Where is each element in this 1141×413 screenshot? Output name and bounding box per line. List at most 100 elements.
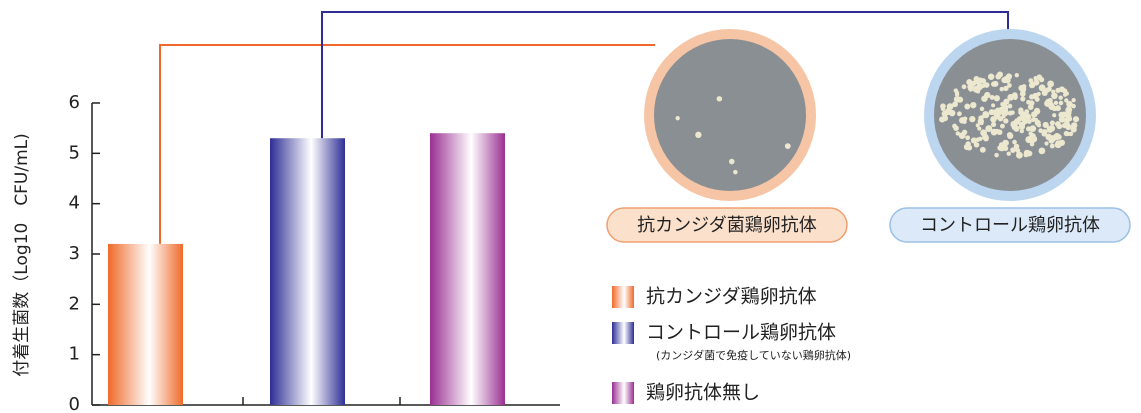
- colony: [968, 86, 974, 92]
- colony: [1039, 77, 1045, 83]
- colony: [1063, 121, 1070, 128]
- colony: [940, 103, 946, 110]
- colony: [1035, 119, 1041, 126]
- colony: [996, 71, 1004, 78]
- colony: [1015, 151, 1023, 159]
- colony: [1047, 80, 1055, 88]
- colony: [991, 103, 996, 108]
- colony: [1044, 87, 1051, 93]
- connector: [321, 11, 1009, 139]
- colony: [975, 137, 981, 142]
- colony: [1049, 143, 1055, 149]
- colony: [1044, 141, 1049, 146]
- colony: [1001, 114, 1006, 119]
- colony: [981, 83, 986, 89]
- colony: [1027, 104, 1034, 111]
- colony: [1029, 94, 1035, 100]
- colony: [1062, 92, 1068, 97]
- colony: [987, 73, 995, 80]
- colony: [1010, 110, 1015, 115]
- colony: [955, 131, 960, 136]
- colony: [1033, 76, 1038, 81]
- colony: [1006, 151, 1011, 156]
- colony: [970, 137, 977, 144]
- colony: [979, 146, 986, 153]
- colony: [1013, 143, 1020, 150]
- photo-label-box: [606, 207, 848, 243]
- colony: [966, 79, 973, 86]
- colony: [979, 106, 985, 112]
- colony: [1007, 103, 1013, 109]
- colony: [1002, 139, 1009, 147]
- colony: [1068, 131, 1074, 137]
- colony: [1072, 116, 1080, 123]
- colony: [1012, 139, 1017, 145]
- colony: [1015, 148, 1021, 153]
- colony: [1064, 98, 1069, 103]
- photo-label-box: [889, 207, 1131, 243]
- colony: [985, 125, 993, 132]
- colony: [962, 119, 967, 125]
- colony: [1028, 78, 1034, 84]
- colony: [1002, 145, 1009, 152]
- colony: [1058, 86, 1065, 93]
- colony: [999, 86, 1004, 92]
- colony: [973, 142, 980, 148]
- colony: [989, 95, 995, 100]
- colony: [1000, 102, 1005, 107]
- colony: [1061, 111, 1068, 118]
- colony: [1051, 89, 1056, 94]
- colony: [1053, 100, 1059, 106]
- colony: [733, 169, 738, 175]
- colony: [1019, 128, 1024, 134]
- colony: [982, 111, 990, 119]
- legend-label: 抗カンジダ鶏卵抗体: [646, 286, 817, 308]
- y-tick-label: 4: [69, 193, 80, 214]
- legend-swatch: [612, 286, 634, 308]
- photo-label: 抗カンジダ菌鶏卵抗体: [637, 215, 817, 236]
- colony: [1071, 97, 1076, 103]
- colony: [1010, 147, 1016, 153]
- bar: [108, 243, 183, 405]
- colony: [956, 111, 962, 117]
- colony: [675, 115, 680, 121]
- colony: [1021, 116, 1026, 121]
- colony: [942, 115, 949, 122]
- colony: [1038, 147, 1046, 155]
- colony: [993, 95, 1000, 102]
- colony: [955, 98, 961, 103]
- connector: [159, 44, 655, 244]
- colony: [980, 129, 987, 137]
- colony: [1047, 98, 1053, 103]
- colony: [1006, 132, 1013, 138]
- colony: [1048, 102, 1054, 107]
- colony: [952, 101, 958, 108]
- bar: [430, 133, 505, 405]
- colony: [953, 88, 959, 93]
- colony: [1011, 123, 1018, 131]
- colony: [1002, 76, 1009, 82]
- colony: [1020, 96, 1026, 102]
- colony: [1027, 135, 1035, 143]
- colony: [1003, 85, 1009, 92]
- bar: [270, 138, 345, 405]
- y-axis-label: 付着生菌数（Log10 CFU/mL): [12, 133, 32, 376]
- colony: [1049, 120, 1055, 126]
- colony: [942, 110, 948, 117]
- colony: [979, 120, 984, 126]
- colony: [1033, 108, 1041, 115]
- colony: [784, 143, 791, 149]
- legend-swatch: [612, 322, 634, 344]
- colony: [1036, 91, 1041, 97]
- colony: [961, 84, 967, 90]
- colony: [969, 115, 976, 123]
- colony: [1054, 121, 1061, 127]
- y-tick-label: 2: [69, 293, 80, 314]
- colony: [991, 81, 997, 87]
- colony: [970, 101, 977, 109]
- colony: [1019, 111, 1027, 119]
- photo-label: コントロール鶏卵抗体: [920, 215, 1100, 236]
- colony: [977, 126, 982, 131]
- photo: [654, 39, 806, 191]
